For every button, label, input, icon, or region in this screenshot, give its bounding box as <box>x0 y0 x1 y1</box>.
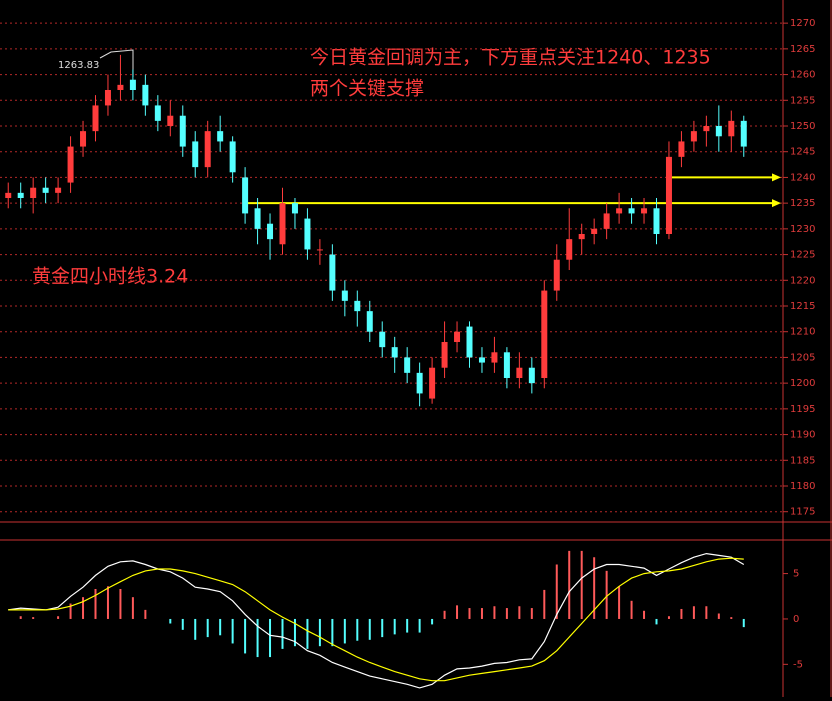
candle-body <box>341 290 348 301</box>
candle-body <box>354 300 361 312</box>
candle-body <box>291 203 298 214</box>
candle-body <box>628 208 635 214</box>
candle-body <box>454 331 461 342</box>
y-tick-label: 1225 <box>790 250 815 261</box>
candle-body <box>478 357 485 363</box>
candle-body <box>591 228 598 234</box>
y-tick-label: 1215 <box>790 301 815 312</box>
y-tick-label: 1185 <box>790 455 815 466</box>
y-tick-label: 1240 <box>790 172 815 183</box>
candle-body <box>379 331 386 348</box>
candle-body <box>603 213 610 229</box>
candle-body <box>728 120 735 137</box>
candle-body <box>179 115 186 147</box>
y-tick-label: 0 <box>793 614 799 625</box>
annotation: 两个关键支撑 <box>310 78 424 100</box>
candle-body <box>17 192 24 198</box>
candle-body <box>30 187 37 198</box>
candle-body <box>416 372 423 394</box>
chart-title: 黄金四小时线3.24 <box>32 266 188 288</box>
candle-body <box>703 126 710 132</box>
y-tick-label: 1200 <box>790 378 815 389</box>
y-tick-label: 1230 <box>790 224 815 235</box>
y-tick-label: 1235 <box>790 198 815 209</box>
candle-body <box>217 131 224 142</box>
candle-body <box>503 352 510 378</box>
y-tick-label: 1265 <box>790 44 815 55</box>
candle-body <box>715 126 722 137</box>
candle-body <box>129 79 136 90</box>
y-tick-label: 1205 <box>790 352 815 363</box>
candle-body <box>541 290 548 378</box>
candle-body <box>104 90 111 106</box>
candle-body <box>5 192 12 198</box>
y-tick-label: 1210 <box>790 327 815 338</box>
candle-body <box>466 326 473 358</box>
annotation: 今日黄金回调为主，下方重点关注1240、1235 <box>310 47 711 69</box>
candle-body <box>316 249 323 251</box>
candle-body <box>516 367 523 378</box>
arrow-head <box>772 199 781 208</box>
y-tick-label: 1270 <box>790 18 815 29</box>
candle-body <box>167 115 174 126</box>
candle-body <box>254 208 261 229</box>
candle-body <box>616 208 623 214</box>
candle-body <box>80 131 87 147</box>
y-tick-label: 1220 <box>790 275 815 286</box>
y-tick-label: 5 <box>793 569 799 580</box>
candle-body <box>429 367 436 399</box>
candle-body <box>55 187 62 193</box>
candle-body <box>142 84 149 106</box>
candle-body <box>653 208 660 234</box>
y-tick-label: 1190 <box>790 430 815 441</box>
candle-body <box>242 177 249 214</box>
candle-body <box>578 234 585 240</box>
candle-body <box>441 342 448 368</box>
candle-body <box>665 156 672 234</box>
y-tick-label: 1180 <box>790 481 815 492</box>
arrow-head <box>772 173 781 182</box>
y-tick-label: 1195 <box>790 404 815 415</box>
peak-pointer <box>99 49 134 77</box>
candle-body <box>92 105 99 132</box>
candle-body <box>42 187 49 193</box>
candle-body <box>553 259 560 291</box>
candle-body <box>566 239 573 260</box>
candle-body <box>117 84 124 90</box>
candle-body <box>690 131 697 142</box>
candle-body <box>267 223 274 240</box>
candle-body <box>154 105 161 121</box>
candle-body <box>740 120 747 147</box>
candle-body <box>404 357 411 373</box>
candle-body <box>678 141 685 157</box>
candle-body <box>192 141 199 168</box>
y-tick-label: 1260 <box>790 70 815 81</box>
candle-body <box>391 347 398 358</box>
candle-body <box>229 141 236 173</box>
macd-line <box>8 552 745 689</box>
macd-line <box>8 557 744 682</box>
y-tick-label: 1250 <box>790 121 815 132</box>
candle-body <box>491 352 498 363</box>
candle-body <box>279 203 286 245</box>
y-tick-label: 1245 <box>790 147 815 158</box>
peak-label: 1263.83 <box>58 60 99 71</box>
candle-body <box>204 131 211 168</box>
y-tick-label: 1175 <box>790 507 815 518</box>
candle-body <box>329 254 336 291</box>
candle-body <box>304 218 311 250</box>
y-tick-label: -5 <box>793 659 803 670</box>
candle-body <box>366 311 373 332</box>
y-tick-label: 1255 <box>790 95 815 106</box>
candle-body <box>641 208 648 214</box>
candle-body <box>67 146 74 183</box>
candle-body <box>528 367 535 384</box>
